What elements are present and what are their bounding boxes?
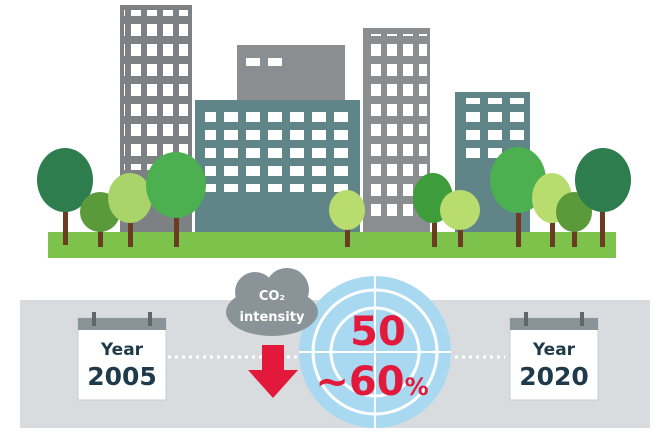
start-label: Year bbox=[100, 340, 144, 360]
start-calendar: Year 2005 bbox=[78, 312, 166, 400]
infographic: Year 2005 Year 2020 50 ~60% CO₂ intensit… bbox=[0, 0, 664, 432]
end-label: Year bbox=[532, 340, 576, 360]
end-calendar: Year 2020 bbox=[510, 312, 598, 400]
indicator-line2: intensity bbox=[240, 310, 305, 325]
co2-cloud: CO₂ intensity bbox=[226, 268, 318, 336]
reduction-range: ~60 bbox=[315, 359, 404, 405]
target: 50 ~60% bbox=[299, 276, 451, 428]
indicator-line1: CO₂ bbox=[259, 289, 285, 304]
reduction-unit: % bbox=[405, 373, 429, 401]
end-year: 2020 bbox=[519, 362, 589, 391]
start-year: 2005 bbox=[87, 362, 157, 391]
city-illustration bbox=[37, 5, 631, 258]
reduction-line1: 50 bbox=[350, 309, 406, 355]
